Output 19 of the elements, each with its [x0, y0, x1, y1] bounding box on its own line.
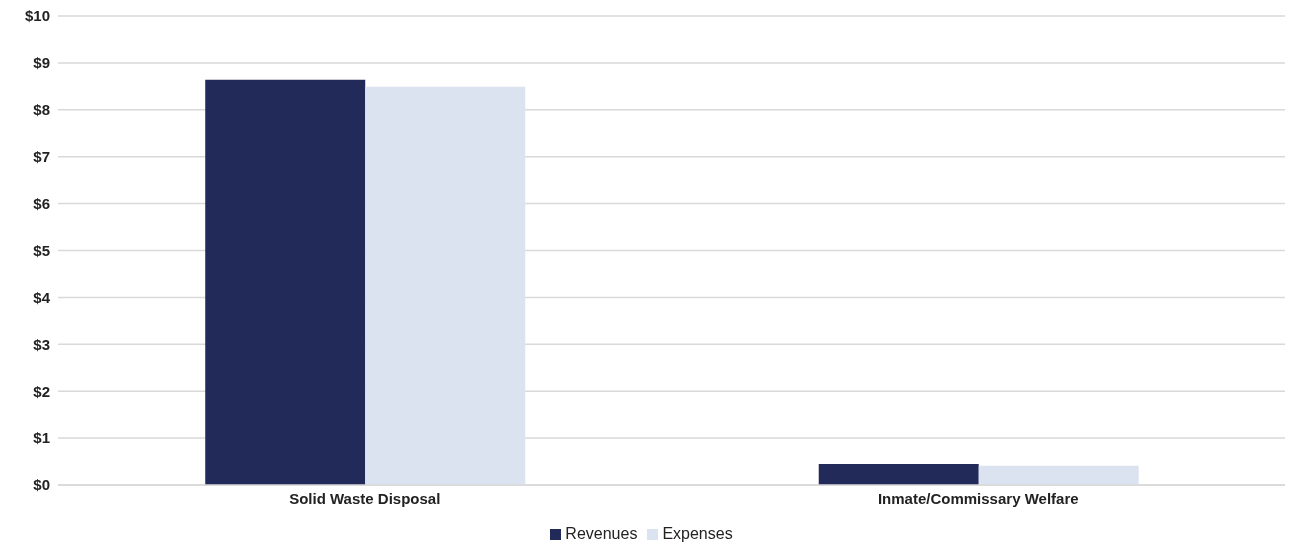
bar [365, 86, 526, 485]
y-tick-label: $7 [33, 148, 50, 166]
y-tick-label: $3 [33, 335, 50, 353]
legend-label: Expenses [662, 525, 733, 542]
y-tick-label: $9 [33, 54, 50, 72]
x-tick-label: Solid Waste Disposal [289, 489, 441, 507]
y-tick-label: $8 [33, 101, 50, 119]
y-tick-label: $5 [33, 241, 50, 259]
y-tick-label: $6 [33, 194, 50, 212]
x-tick-label: Inmate/Commissary Welfare [877, 489, 1079, 507]
bar [205, 79, 366, 485]
legend-label: Revenues [565, 525, 638, 542]
y-tick-label: $0 [33, 476, 50, 494]
bar [818, 463, 979, 485]
y-tick-label: $10 [24, 7, 50, 25]
y-tick-label: $2 [33, 382, 50, 400]
y-tick-label: $4 [33, 288, 51, 306]
y-tick-label: $1 [33, 429, 50, 447]
bar [978, 465, 1139, 485]
